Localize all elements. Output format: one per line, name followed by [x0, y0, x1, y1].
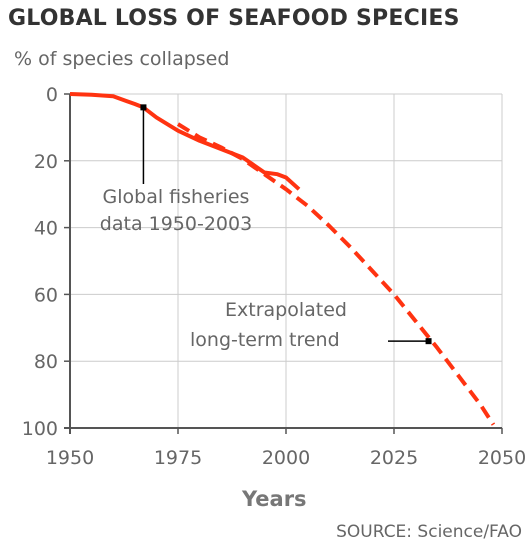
y-tick-label: 40: [34, 218, 58, 240]
x-axis-label: Years: [242, 487, 307, 511]
y-tick-label: 100: [22, 418, 58, 440]
data-line-solid: [69, 92, 301, 191]
annotation-label-fisheries: data 1950-2003: [100, 213, 252, 235]
annotations: Global fisheries data 1950-2003 Extrapolat…: [100, 104, 432, 351]
y-tick-label: 0: [46, 84, 58, 106]
x-tick-label: 2050: [478, 447, 526, 469]
y-tick-label: 80: [34, 351, 58, 373]
grid-lines: [70, 93, 503, 428]
y-tick-label: 60: [34, 284, 58, 306]
x-tick-label: 2025: [370, 447, 418, 469]
chart-title: GLOBAL LOSS OF SEAFOOD SPECIES: [8, 6, 460, 31]
trend-line-dashed: [176, 122, 496, 426]
x-tick-labels: 1950 1975 2000 2025 2050: [46, 447, 526, 469]
data-lines: [69, 92, 496, 426]
annotation-marker: [425, 338, 432, 345]
annotation-label-trend: long-term trend: [190, 329, 340, 351]
y-tick-label: 20: [34, 151, 58, 173]
axes: [64, 93, 503, 434]
annotation-label-trend: Extrapolated: [225, 299, 347, 321]
y-tick-labels: 0 20 40 60 80 100: [22, 84, 58, 440]
x-tick-label: 1975: [154, 447, 202, 469]
x-tick-label: 1950: [46, 447, 94, 469]
y-axis-label: % of species collapsed: [14, 48, 230, 70]
annotation-label-fisheries: Global fisheries: [103, 186, 250, 208]
annotation-marker: [140, 104, 147, 111]
x-tick-label: 2000: [262, 447, 310, 469]
source-credit: SOURCE: Science/FAO: [336, 522, 522, 542]
